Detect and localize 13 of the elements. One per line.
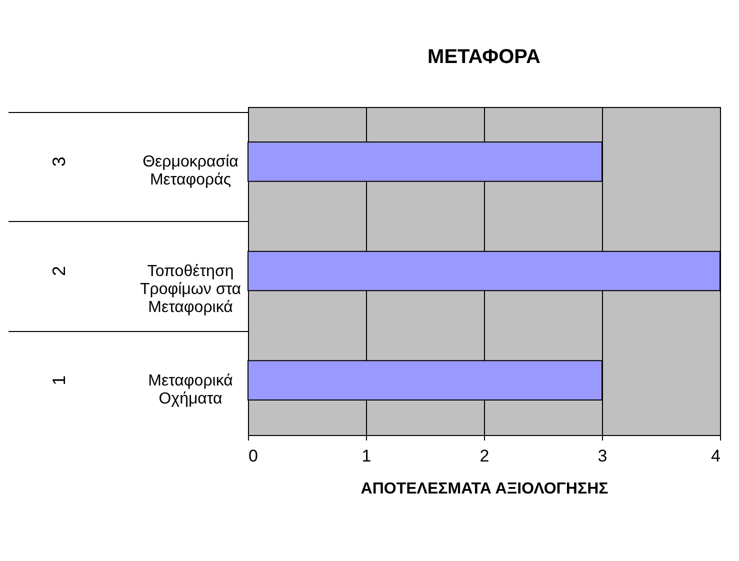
x-tick-label: 3	[598, 446, 608, 466]
x-tick-label: 2	[480, 446, 490, 466]
x-tick-label: 1	[362, 446, 372, 466]
x-axis-title: ΑΠΟΤΕΛΕΣΜΑΤΑ ΑΞΙΟΛΟΓΗΣΗΣ	[360, 480, 609, 498]
text: 3	[49, 156, 69, 167]
text: 2	[49, 266, 69, 276]
y-tick-label: Τοποθέτηση Τροφίμων στα Μεταφορικά	[140, 263, 242, 316]
x-tick-label: 0	[248, 446, 258, 466]
text: 1	[49, 375, 69, 386]
x-tick-label: 4	[711, 446, 720, 466]
chart-title: ΜΕΤΑΦΟΡΑ	[428, 46, 540, 68]
y-tick-label: Μεταφορικά Οχήματα	[148, 372, 233, 408]
y-tick-label: Θερμοκρασία Μεταφοράς	[142, 154, 238, 189]
